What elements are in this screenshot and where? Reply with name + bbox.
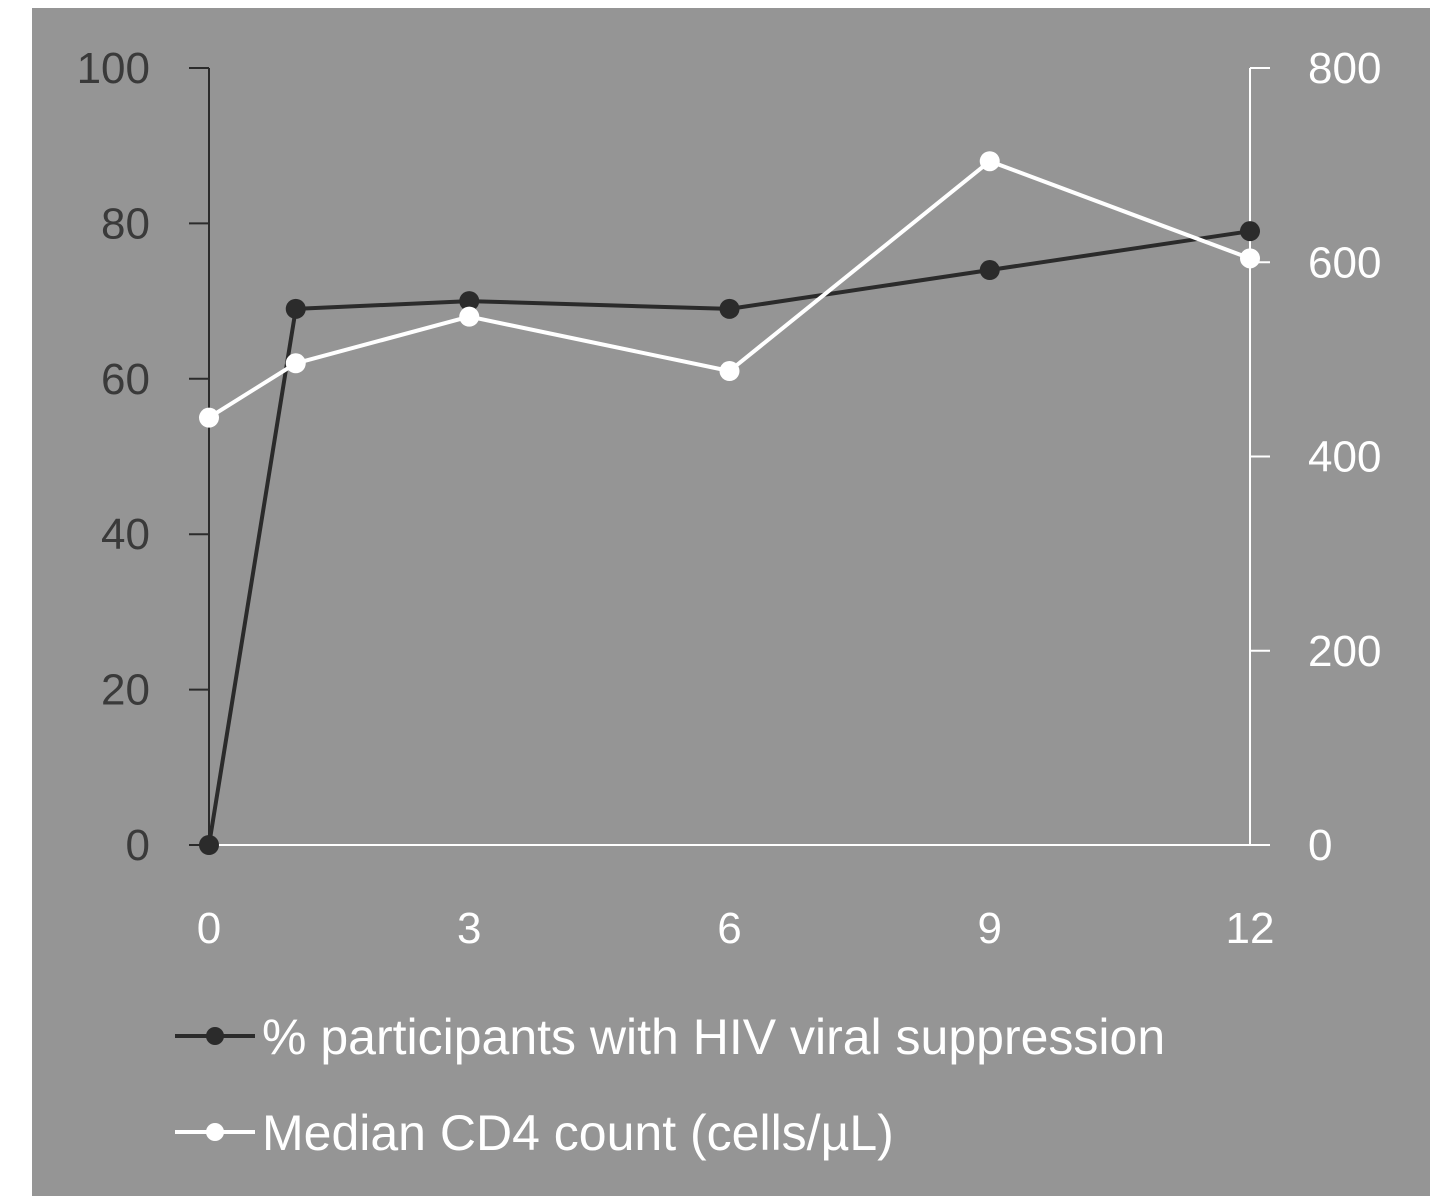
x-tick-label: 6 [717, 904, 741, 953]
x-tick-label: 3 [457, 904, 481, 953]
left-tick-label: 40 [101, 510, 150, 559]
series-layer [199, 151, 1260, 855]
data-point-cd4-count [719, 361, 740, 382]
chart-panel [32, 8, 1430, 1196]
legend-marker-viral-suppression [206, 1027, 224, 1045]
x-axis-ticks: 0 3 6 9 12 [197, 904, 1275, 953]
x-tick-label: 9 [978, 904, 1002, 953]
data-point-cd4-count [199, 407, 219, 428]
left-tick-label: 80 [101, 199, 150, 248]
x-tick-label: 0 [197, 904, 221, 953]
left-tick-label: 20 [101, 666, 150, 715]
right-tick-label: 400 [1308, 433, 1381, 482]
legend-label-viral-suppression: % participants with HIV viral suppressio… [262, 1009, 1165, 1065]
legend-label-cd4-count: Median CD4 count (cells/µL) [262, 1105, 894, 1161]
series-line-cd4-count [207, 159, 1251, 420]
data-point-cd4-count [459, 306, 480, 327]
series-line-viral-suppression [207, 229, 1251, 846]
data-point-viral-suppression [199, 835, 219, 855]
right-axis-ticks: 0 200 400 600 800 [1250, 44, 1381, 870]
right-tick-label: 600 [1308, 238, 1381, 287]
data-point-viral-suppression [285, 298, 306, 319]
x-tick-label: 12 [1226, 904, 1275, 953]
data-point-cd4-count [979, 151, 1000, 172]
left-tick-label: 60 [101, 355, 150, 404]
right-tick-label: 800 [1308, 44, 1381, 93]
legend-entry-viral-suppression: % participants with HIV viral suppressio… [175, 1009, 1165, 1065]
legend-marker-cd4-count [206, 1123, 224, 1141]
left-axis-ticks: 0 20 40 60 80 100 [77, 44, 209, 870]
left-tick-label: 100 [77, 44, 150, 93]
right-tick-label: 200 [1308, 627, 1381, 676]
legend-entry-cd4-count: Median CD4 count (cells/µL) [175, 1105, 894, 1161]
data-point-viral-suppression [1240, 221, 1260, 242]
left-tick-label: 0 [126, 821, 150, 870]
data-point-cd4-count [1240, 248, 1260, 269]
data-point-cd4-count [285, 353, 306, 374]
data-point-viral-suppression [459, 291, 480, 312]
right-tick-label: 0 [1308, 821, 1332, 870]
data-point-viral-suppression [979, 260, 1000, 281]
legend: % participants with HIV viral suppressio… [175, 1009, 1165, 1161]
data-point-viral-suppression [719, 298, 740, 319]
